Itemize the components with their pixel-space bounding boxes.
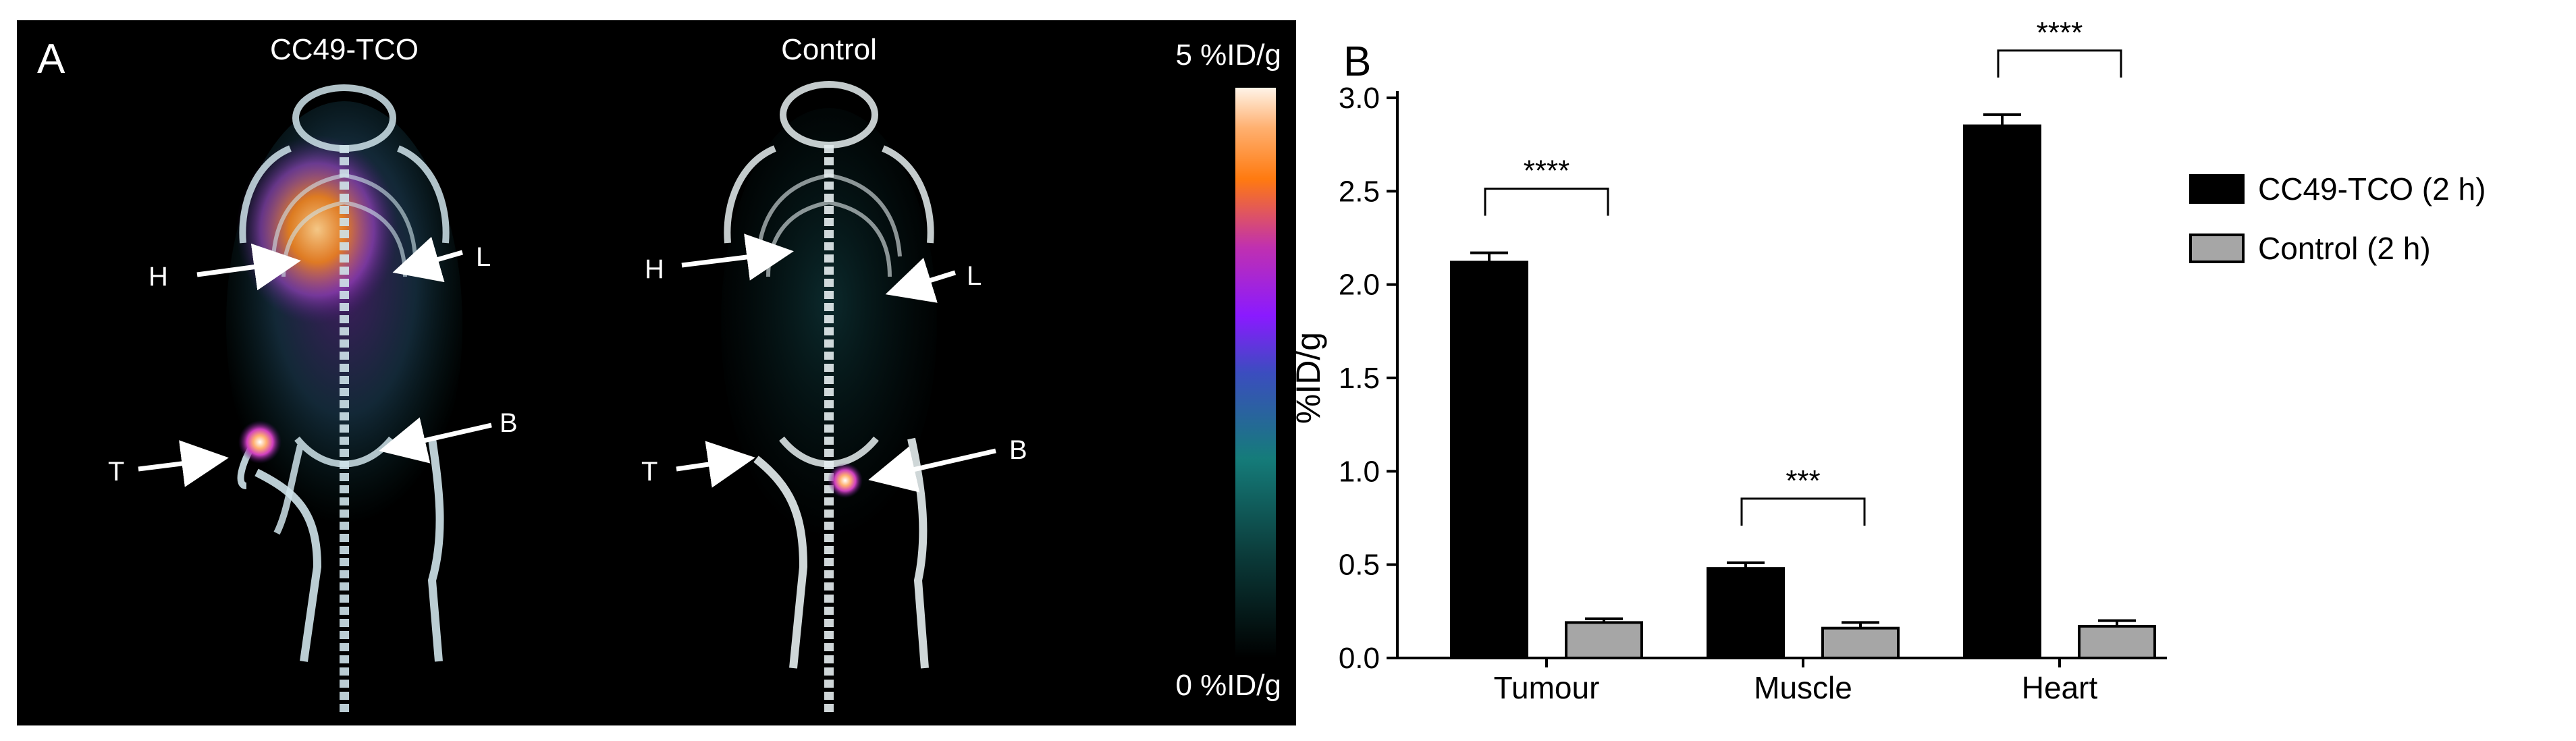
significance-stars: *** <box>1786 464 1820 497</box>
annotation-arrows <box>138 234 996 493</box>
bar <box>1565 621 1643 660</box>
legend-entry: Control (2 h) <box>2258 231 2431 266</box>
y-tick-label: 2.5 <box>1339 175 1380 208</box>
significance-brackets: *********** <box>1484 16 2122 526</box>
annotation-labels: H L T B H L T B <box>108 242 1027 487</box>
panel-b-label: B <box>1343 38 1371 85</box>
legend-swatch <box>2189 174 2245 204</box>
hindlimbs <box>254 438 444 662</box>
label-tumour-left: T <box>108 457 124 487</box>
colorbar <box>1235 88 1276 658</box>
arrow-tumour-right <box>676 441 755 488</box>
colorbar-min-label: 0 %ID/g <box>1175 669 1281 702</box>
y-axis-label: %ID/g <box>1289 332 1327 424</box>
x-tick-label: Muscle <box>1754 670 1852 705</box>
bar <box>1707 567 1785 660</box>
tumour-hotspot <box>238 420 281 464</box>
arrow-tumour-left <box>138 440 229 487</box>
panel-a: A CC49-TCO Control <box>17 20 1296 725</box>
pelvis <box>779 436 879 468</box>
x-ticks: Tumour Muscle Heart <box>1494 658 2098 705</box>
bar-chart: 0.00.51.01.52.02.53.0 Tumour Muscle Heart … <box>1289 16 2486 705</box>
bar <box>2078 624 2156 660</box>
bar <box>1963 124 2041 659</box>
significance-stars: **** <box>1524 155 1570 188</box>
colorbar-max-label: 5 %ID/g <box>1175 38 1281 72</box>
significance-bracket <box>1484 188 1609 216</box>
y-tick-label: 2.0 <box>1339 269 1380 302</box>
bar <box>1821 626 1900 660</box>
arrow-bladder-left <box>379 417 492 464</box>
significance-bracket <box>1997 49 2122 78</box>
y-tick-label: 1.0 <box>1339 455 1380 488</box>
arrow-heart-left <box>196 243 301 291</box>
panel-b: B 0.0 0.5 1.0 1.5 2.0 2.5 3.0 Tumour Muscle Hear… <box>1289 16 2486 705</box>
y-tick-label: 1.5 <box>1339 362 1380 395</box>
bar <box>1450 260 1528 659</box>
arrow-heart-right <box>681 234 794 281</box>
label-heart-right: H <box>645 254 664 284</box>
ribs <box>271 173 417 277</box>
label-liver-left: L <box>476 242 491 272</box>
label-bladder-left: B <box>500 408 518 438</box>
y-tick-label: 0.0 <box>1339 642 1380 675</box>
y-tick-label: 0.5 <box>1339 549 1380 582</box>
y-tick-label: 3.0 <box>1339 82 1380 115</box>
bars <box>1450 113 2156 660</box>
body-background-signal <box>721 108 937 540</box>
forelimbs <box>724 145 934 244</box>
label-heart-left: H <box>149 262 168 292</box>
legend: CC49-TCO (2 h) Control (2 h) <box>2189 171 2486 266</box>
left-mouse-title: CC49-TCO <box>270 33 419 66</box>
left-mouse-scan <box>226 84 462 715</box>
y-ticks: 0.0 0.5 1.0 1.5 2.0 2.5 3.0 <box>1339 82 1397 675</box>
x-tick-label: Heart <box>2022 670 2098 705</box>
panel-a-label: A <box>37 36 65 82</box>
significance-bracket <box>1740 497 1866 526</box>
forelimbs <box>239 145 450 244</box>
label-tumour-right: T <box>641 457 658 487</box>
right-mouse-title: Control <box>781 33 877 66</box>
arrow-liver-left <box>392 236 463 283</box>
arrow-liver-right <box>885 257 957 303</box>
x-tick-label: Tumour <box>1494 670 1600 705</box>
heart-liver-hotspot <box>236 135 398 324</box>
panel-a-background <box>17 20 1296 725</box>
bladder-hotspot <box>828 463 863 498</box>
arrow-bladder-right <box>868 446 996 493</box>
ribs <box>756 173 902 277</box>
label-bladder-right: B <box>1009 435 1027 465</box>
legend-entry: CC49-TCO (2 h) <box>2258 171 2486 207</box>
legend-swatch <box>2189 234 2245 263</box>
label-liver-right: L <box>967 261 982 291</box>
significance-stars: **** <box>2037 16 2083 49</box>
